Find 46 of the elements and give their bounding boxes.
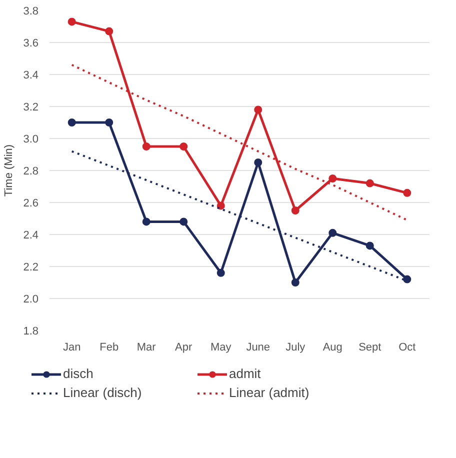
y-tick-label: 2.0: [23, 294, 39, 306]
point: [216, 202, 225, 210]
point: [142, 218, 150, 226]
y-tick-label: 2.2: [23, 262, 39, 274]
x-tick-label: July: [286, 342, 306, 354]
point: [254, 158, 262, 166]
x-tick-label: Apr: [175, 342, 193, 354]
y-tick-label: 2.4: [23, 230, 39, 242]
x-tick-label: Jan: [62, 342, 81, 354]
point: [328, 174, 337, 182]
point: [366, 242, 374, 250]
point: [291, 206, 300, 214]
x-tick-label: June: [246, 342, 270, 354]
point: [105, 27, 114, 36]
legend-label: admit: [228, 366, 262, 381]
point: [403, 275, 412, 284]
x-tick-label: Mar: [136, 342, 156, 354]
y-tick-label: 3.0: [23, 134, 39, 146]
legend-label: Linear (admit): [228, 385, 310, 400]
point: [403, 188, 412, 197]
x-tick-label: Sept: [358, 342, 382, 354]
point: [291, 278, 300, 286]
y-axis-title: Time (Min): [3, 144, 16, 197]
y-tick-label: 2.8: [23, 166, 39, 178]
point: [216, 268, 225, 277]
x-tick-label: May: [210, 342, 232, 354]
y-tick-label: 3.2: [23, 102, 39, 114]
point: [68, 118, 76, 126]
legend-label: disch: [62, 366, 94, 381]
x-tick-label: Aug: [322, 342, 342, 354]
point: [180, 218, 188, 226]
point: [142, 142, 150, 150]
x-tick-label: Oct: [398, 342, 416, 354]
point: [254, 106, 262, 114]
point: [328, 228, 337, 237]
y-tick-label: 3.6: [23, 38, 39, 50]
point: [366, 179, 374, 188]
x-tick-label: Feb: [100, 342, 119, 354]
y-tick-label: 3.4: [23, 70, 39, 82]
point: [180, 142, 188, 150]
point: [68, 18, 76, 26]
legend-label: Linear (disch): [62, 385, 143, 400]
point: [105, 118, 114, 126]
y-tick-label: 2.6: [23, 198, 39, 210]
y-tick-label: 1.8: [23, 326, 39, 338]
y-tick-label: 3.8: [23, 6, 39, 18]
